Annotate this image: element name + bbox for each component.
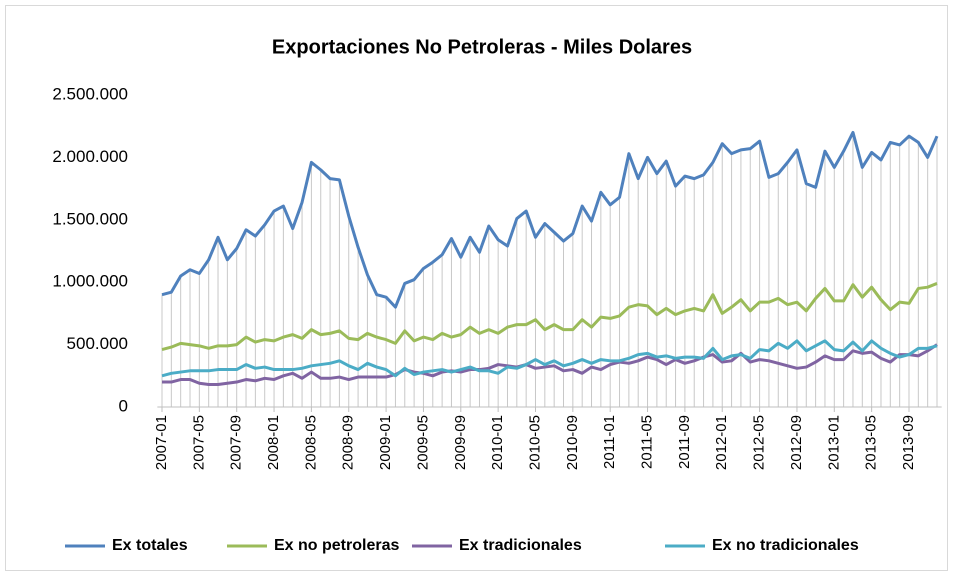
series-line — [161, 282, 938, 352]
series-line — [161, 339, 938, 378]
y-tick-label: 2.500.000 — [52, 84, 128, 103]
y-tick-label: 1.500.000 — [52, 209, 128, 228]
x-tick-label: 2009-09 — [452, 415, 469, 470]
series-line — [161, 130, 939, 309]
x-tick-label: 2012-01 — [713, 415, 730, 470]
y-tick-label: 2.000.000 — [52, 147, 128, 166]
x-tick-label: 2007-09 — [228, 415, 245, 470]
x-tick-label: 2009-01 — [377, 415, 394, 470]
x-tick-label: 2010-09 — [564, 415, 581, 470]
legend-label: Ex tradicionales — [459, 537, 582, 554]
x-tick-label: 2007-01 — [153, 415, 170, 470]
x-tick-label: 2008-09 — [340, 415, 357, 470]
x-tick-label: 2012-09 — [788, 415, 805, 470]
chart-title: Exportaciones No Petroleras - Miles Dola… — [272, 36, 692, 58]
x-tick-label: 2010-05 — [526, 415, 543, 470]
x-tick-label: 2010-01 — [489, 415, 506, 470]
x-tick-label: 2008-05 — [302, 415, 319, 470]
y-tick-label: 500.000 — [67, 334, 128, 353]
chart-border — [5, 5, 948, 571]
x-tick-label: 2013-01 — [825, 415, 842, 470]
y-tick-label: 0 — [119, 396, 128, 415]
x-tick-label: 2011-05 — [639, 415, 656, 469]
y-tick-label: 1.000.000 — [52, 272, 128, 291]
x-tick-label: 2013-09 — [900, 415, 917, 470]
x-tick-label: 2009-05 — [414, 415, 431, 470]
legend-label: Ex no petroleras — [274, 537, 399, 554]
series-line — [162, 343, 938, 387]
legend-label: Ex totales — [112, 537, 188, 554]
x-tick-label: 2008-01 — [265, 415, 282, 470]
x-tick-label: 2013-05 — [863, 415, 880, 470]
legend-label: Ex no tradicionales — [712, 537, 859, 554]
x-tick-label: 2011-01 — [601, 415, 618, 469]
x-tick-label: 2012-05 — [751, 415, 768, 470]
x-tick-label: 2007-05 — [190, 415, 207, 470]
x-tick-label: 2011-09 — [676, 415, 693, 469]
